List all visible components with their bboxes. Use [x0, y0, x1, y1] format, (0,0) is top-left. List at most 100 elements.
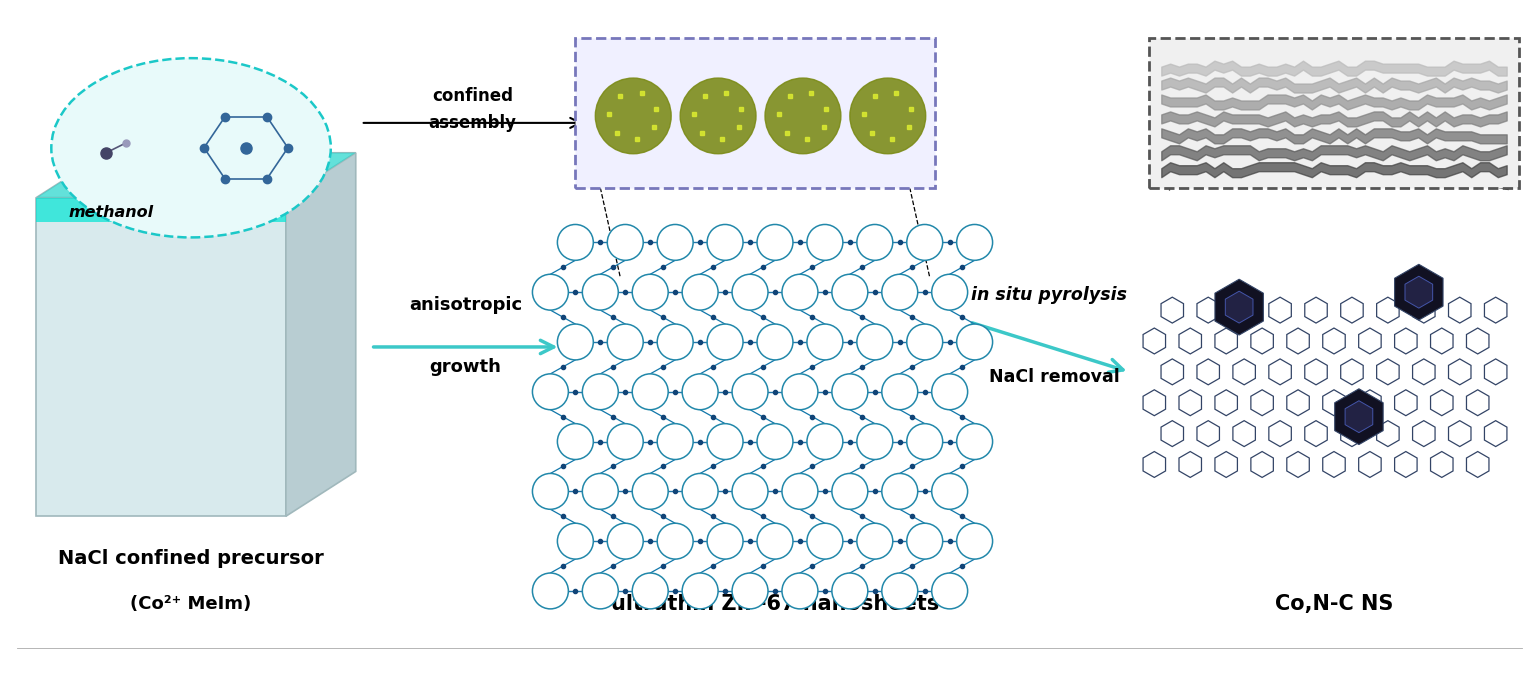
Circle shape	[706, 324, 743, 360]
Circle shape	[657, 424, 693, 460]
Circle shape	[706, 225, 743, 261]
Circle shape	[765, 78, 840, 154]
Circle shape	[682, 374, 719, 410]
Circle shape	[806, 523, 843, 559]
Text: NaCl removal: NaCl removal	[990, 368, 1120, 386]
Polygon shape	[1214, 279, 1264, 335]
Circle shape	[757, 424, 793, 460]
Circle shape	[931, 573, 968, 609]
Circle shape	[596, 78, 671, 154]
Circle shape	[657, 324, 693, 360]
Circle shape	[582, 473, 619, 509]
Circle shape	[733, 274, 768, 310]
Circle shape	[557, 225, 594, 261]
Circle shape	[957, 324, 993, 360]
Circle shape	[882, 274, 917, 310]
Circle shape	[957, 424, 993, 460]
Text: growth: growth	[429, 358, 502, 376]
Circle shape	[882, 573, 917, 609]
Circle shape	[757, 324, 793, 360]
Text: ultrathin ZIF-67 nanosheets: ultrathin ZIF-67 nanosheets	[611, 594, 939, 614]
Circle shape	[906, 424, 943, 460]
Circle shape	[906, 324, 943, 360]
Circle shape	[931, 473, 968, 509]
Circle shape	[582, 573, 619, 609]
Circle shape	[806, 424, 843, 460]
Circle shape	[608, 523, 643, 559]
Circle shape	[682, 274, 719, 310]
Polygon shape	[1405, 276, 1433, 308]
Circle shape	[882, 374, 917, 410]
Circle shape	[857, 324, 893, 360]
Polygon shape	[286, 153, 356, 517]
Circle shape	[682, 573, 719, 609]
Polygon shape	[37, 153, 356, 198]
Circle shape	[733, 473, 768, 509]
Polygon shape	[1394, 264, 1444, 320]
Circle shape	[757, 523, 793, 559]
Circle shape	[680, 78, 756, 154]
Circle shape	[833, 473, 868, 509]
Text: confined: confined	[432, 87, 512, 105]
Circle shape	[782, 473, 817, 509]
Text: (Co²⁺ MeIm): (Co²⁺ MeIm)	[131, 595, 252, 613]
Circle shape	[557, 424, 594, 460]
Circle shape	[582, 274, 619, 310]
Circle shape	[532, 473, 568, 509]
Circle shape	[608, 324, 643, 360]
Circle shape	[608, 225, 643, 261]
Circle shape	[957, 225, 993, 261]
Polygon shape	[37, 153, 356, 198]
Circle shape	[706, 424, 743, 460]
Polygon shape	[1334, 389, 1384, 445]
FancyBboxPatch shape	[1150, 38, 1519, 188]
Circle shape	[806, 225, 843, 261]
Circle shape	[833, 274, 868, 310]
Circle shape	[682, 473, 719, 509]
Text: Co,N-C NS: Co,N-C NS	[1274, 594, 1393, 614]
Circle shape	[706, 523, 743, 559]
Text: NaCl confined precursor: NaCl confined precursor	[58, 548, 323, 567]
Circle shape	[633, 374, 668, 410]
Circle shape	[633, 573, 668, 609]
Circle shape	[906, 225, 943, 261]
Circle shape	[557, 324, 594, 360]
Text: anisotropic: anisotropic	[409, 296, 522, 314]
Circle shape	[733, 573, 768, 609]
Circle shape	[657, 225, 693, 261]
Circle shape	[857, 424, 893, 460]
Circle shape	[882, 473, 917, 509]
Polygon shape	[37, 198, 286, 517]
Polygon shape	[1345, 401, 1373, 433]
Circle shape	[931, 374, 968, 410]
Circle shape	[557, 523, 594, 559]
Circle shape	[833, 573, 868, 609]
Circle shape	[633, 473, 668, 509]
Circle shape	[733, 374, 768, 410]
Circle shape	[582, 374, 619, 410]
Circle shape	[532, 374, 568, 410]
Polygon shape	[1225, 291, 1253, 323]
Circle shape	[931, 274, 968, 310]
Circle shape	[782, 374, 817, 410]
Circle shape	[757, 225, 793, 261]
Polygon shape	[37, 198, 286, 223]
Circle shape	[532, 274, 568, 310]
Circle shape	[608, 424, 643, 460]
Circle shape	[857, 523, 893, 559]
Circle shape	[906, 523, 943, 559]
Text: in situ pyrolysis: in situ pyrolysis	[971, 286, 1128, 304]
Circle shape	[850, 78, 926, 154]
Circle shape	[806, 324, 843, 360]
Circle shape	[532, 573, 568, 609]
Text: assembly: assembly	[428, 114, 517, 132]
Circle shape	[782, 274, 817, 310]
Circle shape	[657, 523, 693, 559]
FancyBboxPatch shape	[576, 38, 934, 188]
Circle shape	[782, 573, 817, 609]
Ellipse shape	[51, 58, 331, 238]
Circle shape	[957, 523, 993, 559]
Text: methanol: methanol	[69, 205, 154, 220]
Circle shape	[833, 374, 868, 410]
Circle shape	[857, 225, 893, 261]
